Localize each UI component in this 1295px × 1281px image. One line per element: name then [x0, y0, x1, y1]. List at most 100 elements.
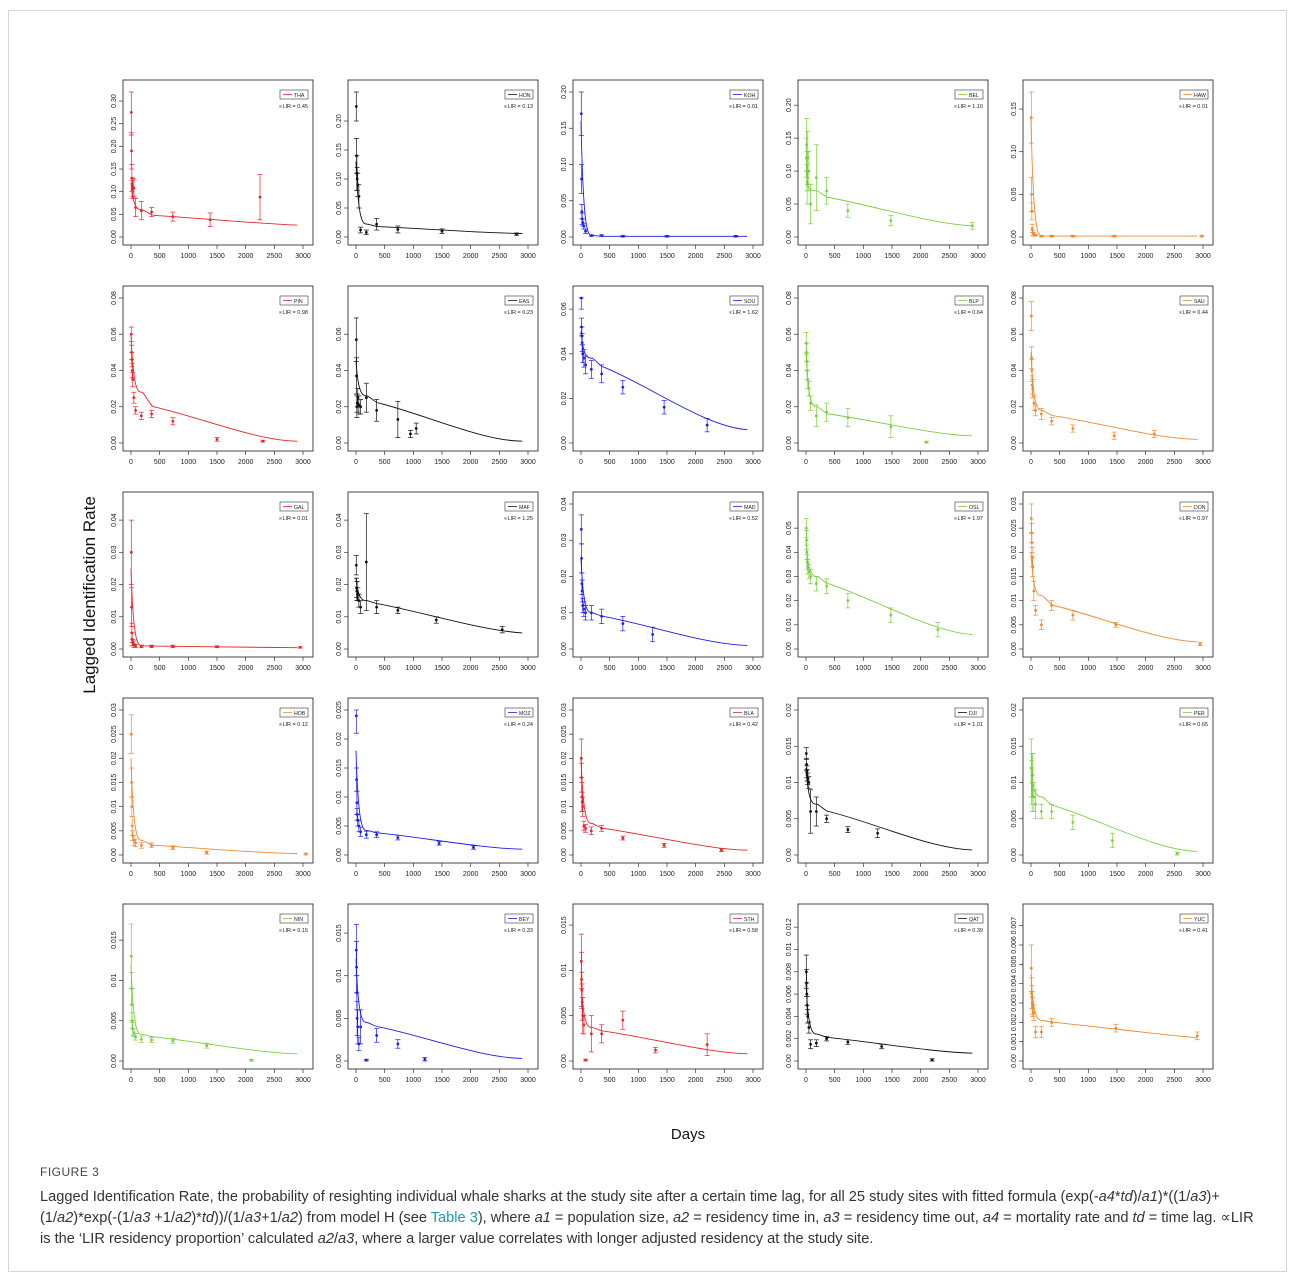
data-point: [354, 338, 358, 342]
y-tick-label: 0.00: [1011, 230, 1018, 244]
data-point: [814, 582, 818, 586]
x-tick-label: 1500: [209, 253, 225, 260]
data-point: [150, 645, 154, 648]
plot-box: [347, 697, 539, 864]
x-tick-label: 0: [1029, 871, 1033, 878]
x-tick-label: 1500: [209, 1077, 225, 1084]
panel-gal: 0 500 1000 1500 2000 2500 3000 0.00 0.01 0.02 0.03…: [111, 491, 314, 672]
x-tick-label: 1500: [659, 1077, 675, 1084]
y-tick-label: 0.02: [111, 578, 118, 592]
x-tick-label: 2000: [688, 1077, 704, 1084]
y-tick-label: 0.006: [1011, 936, 1018, 954]
data-point: [132, 396, 136, 400]
x-tick-label: 1500: [1109, 665, 1125, 672]
panel-per: 0 500 1000 1500 2000 2500 3000 0.00 0.005 0.01 0.0…: [1011, 697, 1214, 878]
figure-label: FIGURE 3: [40, 1165, 100, 1179]
data-point: [304, 852, 308, 856]
data-point: [414, 427, 418, 430]
x-tick-label: 0: [579, 459, 583, 466]
y-tick-label: 0.04: [336, 513, 343, 527]
data-point: [354, 714, 358, 718]
table-3-link[interactable]: Table 3: [430, 1210, 478, 1226]
x-tick-label: 500: [379, 1077, 391, 1084]
x-tick-label: 0: [804, 871, 808, 878]
y-tick-label: 0.02: [336, 400, 343, 414]
fit-curve: [805, 180, 973, 227]
data-point: [356, 1025, 360, 1029]
x-tick-label: 1000: [406, 871, 422, 878]
data-point: [139, 843, 143, 847]
x-tick-label: 500: [379, 871, 391, 878]
x-axis-label: Days: [671, 1126, 705, 1143]
alpha-lir-label: ∝LIR = 0.98: [279, 310, 308, 316]
y-tick-label: 0.05: [786, 197, 793, 211]
y-tick-label: 0.00: [336, 642, 343, 656]
x-tick-label: 1000: [406, 253, 422, 260]
x-tick-label: 0: [1029, 1077, 1033, 1084]
x-tick-label: 2500: [717, 253, 733, 260]
x-tick-label: 2500: [942, 459, 958, 466]
panel-bla: 0 500 1000 1500 2000 2500 3000 0.00 0.005 0.01 0.0…: [561, 697, 764, 878]
x-tick-label: 2000: [463, 1077, 479, 1084]
legend-label: NIN: [294, 917, 303, 923]
y-tick-label: 0.08: [1011, 291, 1018, 305]
data-point: [355, 177, 359, 181]
x-tick-label: 2500: [717, 871, 733, 878]
data-point: [806, 1014, 810, 1018]
x-tick-label: 0: [129, 665, 133, 672]
data-point: [970, 224, 974, 228]
x-tick-label: 0: [579, 871, 583, 878]
panel-hon: 0 500 1000 1500 2000 2500 3000 0.00 0.05 0.10 0.15…: [336, 79, 539, 260]
y-tick-label: 0.00: [111, 436, 118, 450]
data-point: [580, 800, 584, 804]
data-point: [580, 177, 583, 181]
x-tick-label: 3000: [520, 665, 536, 672]
legend-box: [504, 501, 534, 512]
y-tick-label: 0.03: [111, 545, 118, 559]
data-point: [705, 1043, 709, 1047]
y-tick-label: 0.01: [561, 963, 568, 977]
x-tick-label: 1500: [884, 665, 900, 672]
data-point: [705, 423, 709, 427]
y-tick-label: 0.005: [1011, 810, 1018, 828]
legend-label: KOH: [744, 93, 755, 99]
panel-osl: 0 500 1000 1500 2000 2500 3000 0.00 0.01 0.02 0.03…: [786, 491, 989, 672]
data-point: [1198, 642, 1202, 646]
legend-label: DJI: [969, 711, 977, 717]
x-tick-label: 1000: [1081, 665, 1097, 672]
x-tick-label: 500: [379, 253, 391, 260]
data-point: [364, 1058, 368, 1062]
data-point: [584, 229, 587, 233]
data-point: [355, 991, 359, 995]
y-tick-label: 0.01: [336, 969, 343, 983]
data-point: [215, 437, 219, 441]
data-point: [134, 206, 137, 209]
data-point: [396, 836, 400, 839]
data-point: [359, 405, 362, 409]
x-tick-label: 0: [1029, 459, 1033, 466]
alpha-lir-label: ∝LIR = 0.23: [504, 310, 533, 316]
panel-bel: 0 500 1000 1500 2000 2500 3000 0.00 0.05 0.10 0.15…: [786, 79, 989, 260]
data-point: [375, 605, 379, 609]
legend-label: EAS: [519, 299, 530, 305]
data-point: [589, 611, 593, 615]
data-point: [589, 829, 593, 833]
plot-box: [122, 491, 314, 658]
alpha-lir-label: ∝LIR = 0.33: [504, 928, 533, 934]
data-point: [889, 425, 893, 429]
alpha-lir-label: ∝LIR = 1.25: [504, 516, 533, 522]
legend-label: MAD: [744, 505, 756, 511]
y-tick-label: 0.015: [1011, 737, 1018, 755]
panel-sou: 0 500 1000 1500 2000 2500 3000 0.00 0.02 0.04 0.06…: [561, 285, 764, 466]
data-point: [1039, 234, 1043, 238]
x-tick-label: 0: [129, 871, 133, 878]
panel-blp: 0 500 1000 1500 2000 2500 3000 0.00 0.02 0.04 0.06…: [786, 285, 989, 466]
x-tick-label: 1000: [1081, 871, 1097, 878]
y-tick-label: 0.03: [336, 545, 343, 559]
y-tick-label: 0.04: [561, 497, 568, 511]
plot-box: [347, 491, 539, 658]
data-point: [825, 584, 829, 588]
x-tick-label: 1000: [181, 1077, 197, 1084]
fit-curve: [1030, 973, 1198, 1039]
y-tick-label: 0.03: [561, 533, 568, 547]
